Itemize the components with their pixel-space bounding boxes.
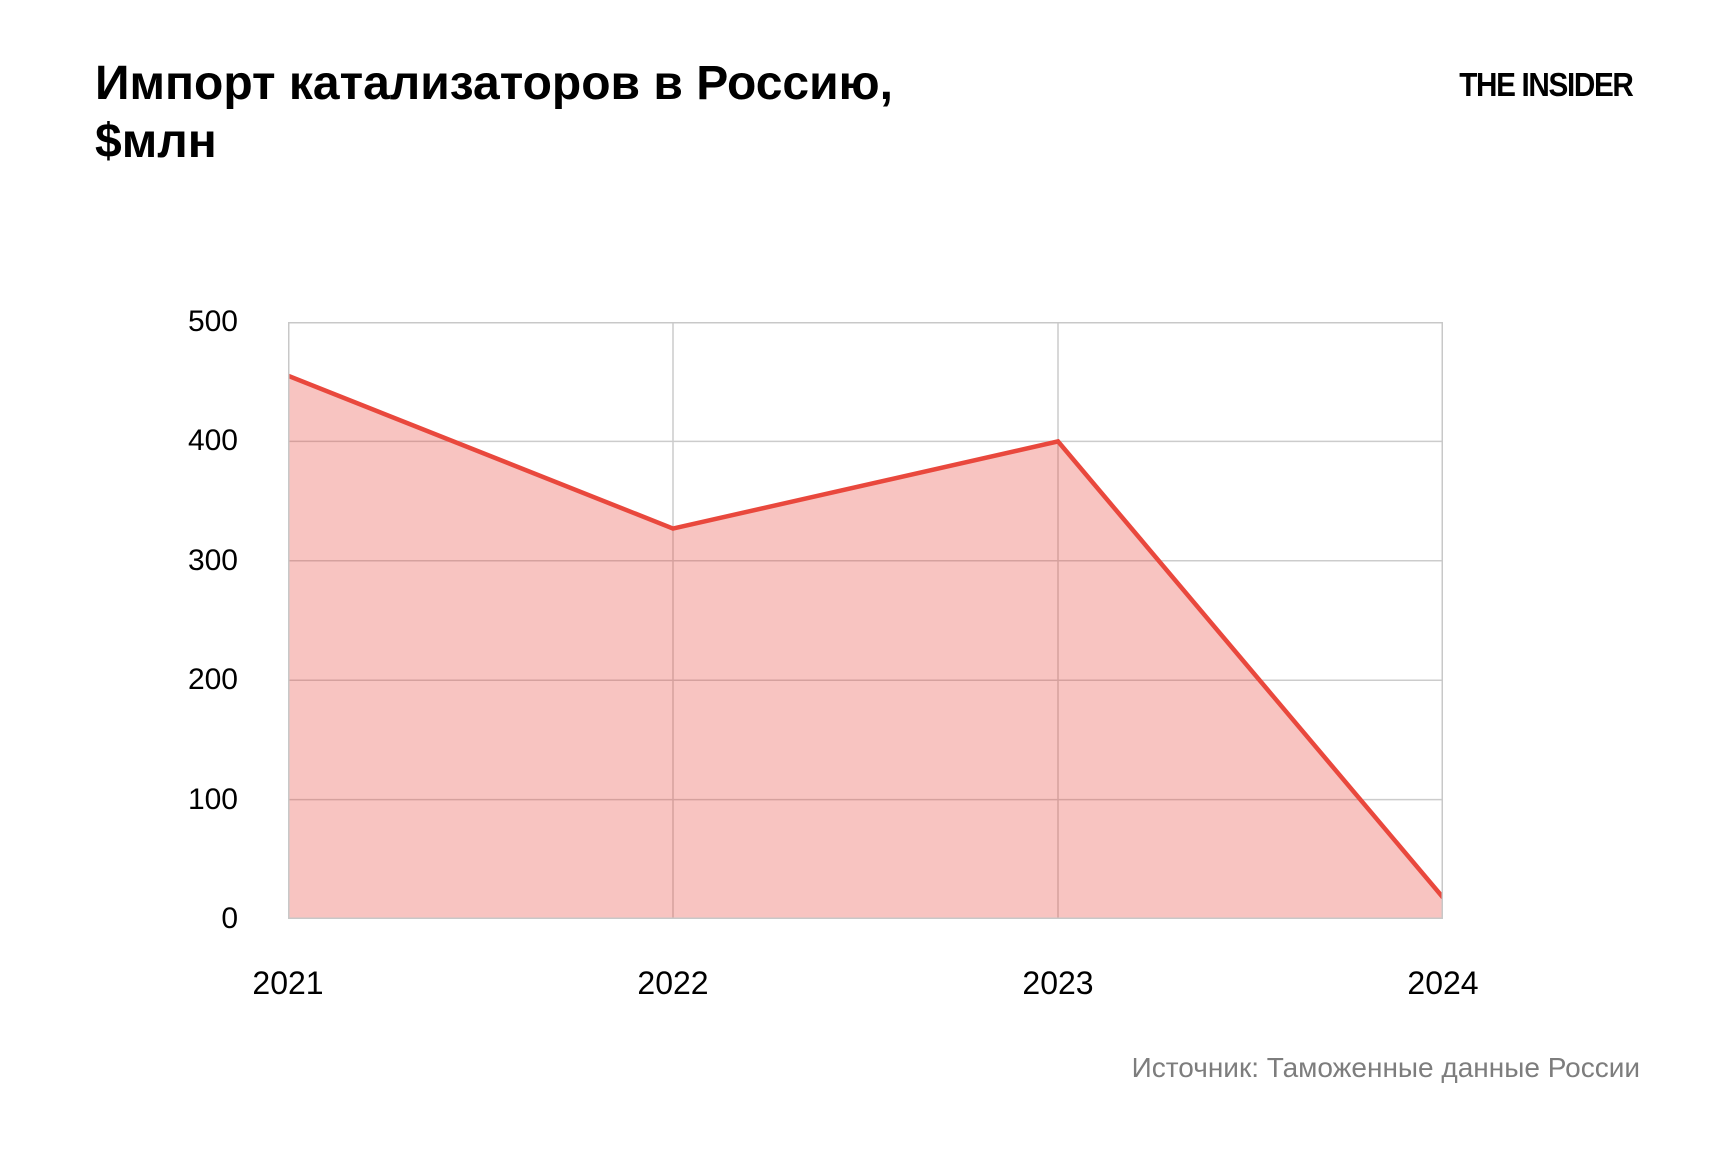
y-tick-label: 400 [187,424,238,458]
y-tick-label: 300 [187,543,238,577]
area-fill [288,375,1443,919]
plot-border [288,322,1443,919]
plot-area [288,322,1443,919]
y-tick-label: 500 [187,305,238,338]
trend-line [288,373,1443,899]
x-tick-label: 2024 [1407,965,1479,1001]
x-tick-label: 2021 [252,965,324,1001]
source-note: Источник: Таможенные данные России [1131,1052,1640,1083]
x-tick-label: 2023 [1022,965,1094,1001]
chart-title: Импорт катализаторов в Россию, $млн [95,57,893,168]
insider-logo: THE INSIDER [1459,66,1635,103]
x-tick-label: 2022 [637,965,709,1001]
y-tick-label: 200 [187,663,238,697]
y-tick-label: 0 [221,902,238,935]
area-chart-svg [288,322,1443,919]
y-tick-label: 100 [187,782,238,816]
